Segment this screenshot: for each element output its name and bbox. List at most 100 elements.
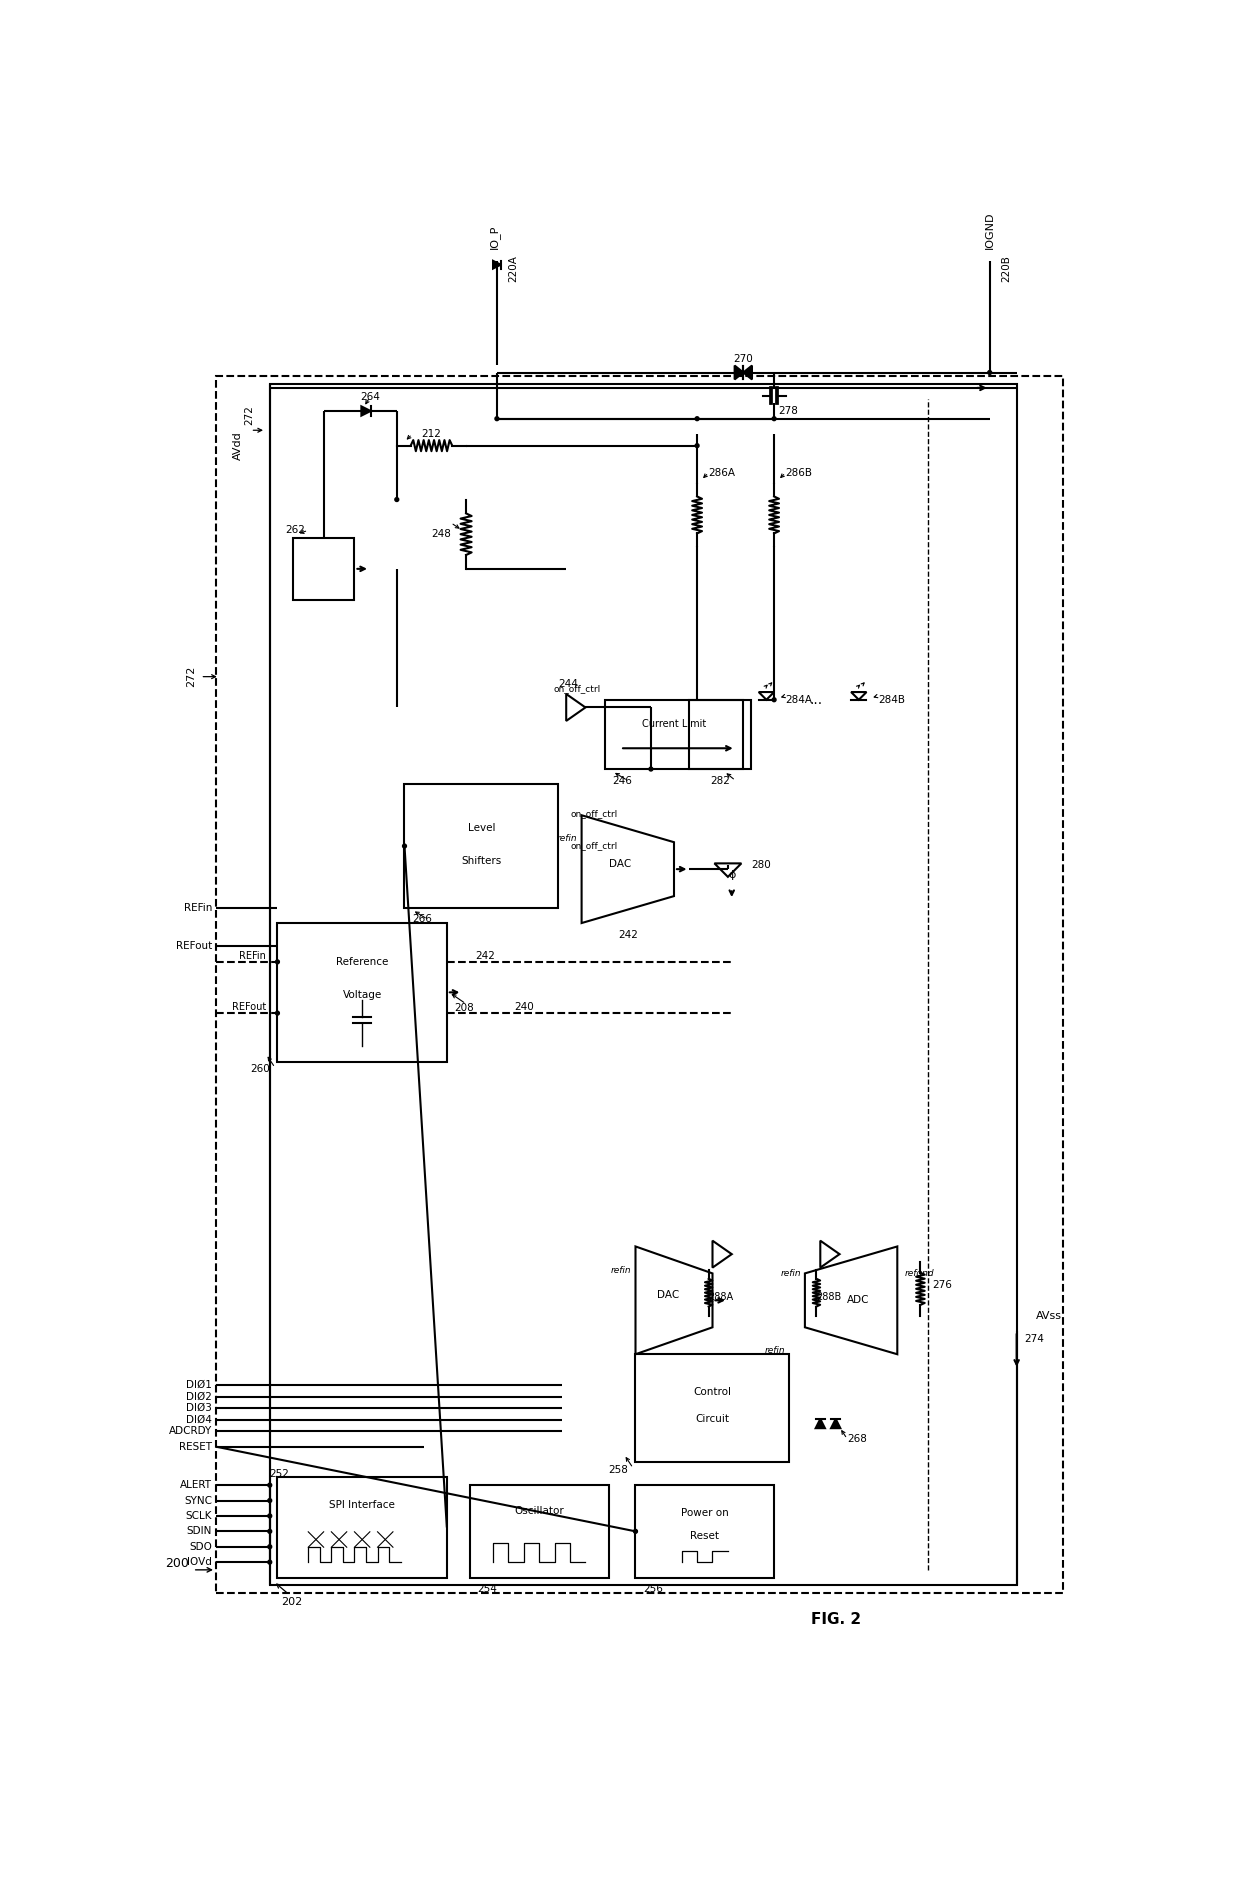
Text: DIØ3: DIØ3 bbox=[186, 1402, 212, 1414]
Text: refin: refin bbox=[557, 835, 578, 843]
Polygon shape bbox=[494, 260, 501, 268]
Text: SPI Interface: SPI Interface bbox=[329, 1500, 396, 1510]
Circle shape bbox=[268, 1514, 272, 1517]
Text: 264: 264 bbox=[360, 392, 379, 402]
Bar bbox=[270, 385, 1017, 1585]
Text: 248: 248 bbox=[430, 530, 450, 539]
Text: refin: refin bbox=[780, 1269, 801, 1278]
Text: 260: 260 bbox=[250, 1065, 270, 1074]
Text: Control: Control bbox=[693, 1387, 732, 1397]
Text: 276: 276 bbox=[932, 1280, 952, 1289]
Text: refgnd: refgnd bbox=[905, 1269, 935, 1278]
Text: 270: 270 bbox=[733, 354, 753, 364]
Text: 284A: 284A bbox=[786, 696, 812, 705]
Text: SCLK: SCLK bbox=[186, 1512, 212, 1521]
Text: IOGND: IOGND bbox=[985, 211, 994, 249]
Circle shape bbox=[268, 1529, 272, 1533]
Text: REFin: REFin bbox=[239, 950, 265, 961]
Text: 212: 212 bbox=[422, 430, 441, 439]
Polygon shape bbox=[816, 1419, 825, 1429]
Text: REFin: REFin bbox=[184, 903, 212, 912]
Text: FIG. 2: FIG. 2 bbox=[811, 1612, 861, 1627]
Text: Reference: Reference bbox=[336, 958, 388, 967]
Circle shape bbox=[495, 417, 498, 420]
Text: Shifters: Shifters bbox=[461, 856, 502, 865]
Text: 284B: 284B bbox=[878, 696, 905, 705]
Text: 208: 208 bbox=[455, 1003, 474, 1012]
Circle shape bbox=[268, 1561, 272, 1565]
Circle shape bbox=[649, 767, 652, 771]
Text: ...: ... bbox=[810, 694, 823, 707]
Text: ϕ: ϕ bbox=[728, 871, 735, 880]
Bar bbox=[278, 1478, 446, 1578]
Bar bbox=[404, 784, 558, 909]
Text: 282: 282 bbox=[711, 775, 730, 786]
Text: REFout: REFout bbox=[232, 1003, 265, 1012]
Text: Voltage: Voltage bbox=[342, 990, 382, 1001]
Text: Level: Level bbox=[467, 822, 495, 833]
Text: ADCRDY: ADCRDY bbox=[169, 1427, 212, 1436]
Text: on_off_ctrl: on_off_ctrl bbox=[570, 809, 618, 818]
Circle shape bbox=[403, 844, 407, 848]
Circle shape bbox=[696, 417, 699, 420]
Bar bbox=[293, 537, 355, 599]
Bar bbox=[605, 699, 743, 769]
Text: ALERT: ALERT bbox=[180, 1480, 212, 1491]
Circle shape bbox=[988, 371, 992, 375]
Text: 272: 272 bbox=[244, 405, 254, 424]
Circle shape bbox=[268, 1499, 272, 1502]
Circle shape bbox=[268, 1546, 272, 1549]
Bar bbox=[689, 699, 751, 769]
Text: 258: 258 bbox=[608, 1465, 627, 1474]
Text: DAC: DAC bbox=[609, 860, 631, 869]
Text: 280: 280 bbox=[751, 860, 771, 871]
Text: Oscillator: Oscillator bbox=[515, 1506, 564, 1516]
Circle shape bbox=[275, 1010, 279, 1014]
Bar bbox=[470, 1485, 609, 1578]
Polygon shape bbox=[361, 407, 371, 415]
Text: Power on: Power on bbox=[681, 1508, 729, 1517]
Text: on_off_ctrl: on_off_ctrl bbox=[570, 841, 618, 850]
Text: 278: 278 bbox=[777, 405, 797, 417]
Text: 286A: 286A bbox=[708, 467, 735, 477]
Text: Current Limit: Current Limit bbox=[642, 718, 706, 729]
Text: refin: refin bbox=[765, 1346, 786, 1355]
Text: Circuit: Circuit bbox=[696, 1414, 729, 1423]
Text: refin: refin bbox=[611, 1265, 631, 1274]
Text: 266: 266 bbox=[412, 914, 432, 924]
Text: SDIN: SDIN bbox=[187, 1527, 212, 1536]
Text: 244: 244 bbox=[558, 679, 578, 690]
Text: IO_P: IO_P bbox=[489, 224, 500, 249]
Text: 246: 246 bbox=[613, 775, 632, 786]
Text: AVss: AVss bbox=[1035, 1310, 1061, 1321]
Text: IOVd: IOVd bbox=[187, 1557, 212, 1566]
Text: 202: 202 bbox=[281, 1597, 303, 1606]
Circle shape bbox=[634, 1529, 637, 1533]
Circle shape bbox=[268, 1483, 272, 1487]
Text: AVdd: AVdd bbox=[233, 432, 243, 460]
Polygon shape bbox=[734, 366, 743, 379]
Text: 254: 254 bbox=[477, 1583, 497, 1595]
Text: 272: 272 bbox=[186, 665, 197, 688]
Text: 200: 200 bbox=[165, 1557, 188, 1570]
Text: RESET: RESET bbox=[179, 1442, 212, 1451]
Bar bbox=[635, 1485, 774, 1578]
Text: DIØ4: DIØ4 bbox=[186, 1416, 212, 1425]
Text: 220A: 220A bbox=[508, 254, 518, 283]
Polygon shape bbox=[743, 366, 751, 379]
Text: 286B: 286B bbox=[786, 467, 812, 477]
Bar bbox=[216, 377, 1063, 1593]
Text: 288B: 288B bbox=[816, 1291, 842, 1301]
Text: 242: 242 bbox=[618, 929, 637, 939]
Text: on_off_ctrl: on_off_ctrl bbox=[553, 684, 601, 692]
Text: REFout: REFout bbox=[176, 941, 212, 952]
Text: 274: 274 bbox=[1024, 1335, 1044, 1344]
Text: 252: 252 bbox=[270, 1468, 290, 1478]
Text: SDO: SDO bbox=[190, 1542, 212, 1551]
Bar bbox=[278, 924, 446, 1061]
Text: 262: 262 bbox=[285, 526, 305, 535]
Text: 240: 240 bbox=[513, 1003, 533, 1012]
Circle shape bbox=[773, 417, 776, 420]
Circle shape bbox=[696, 443, 699, 447]
Text: DIØ2: DIØ2 bbox=[186, 1391, 212, 1402]
